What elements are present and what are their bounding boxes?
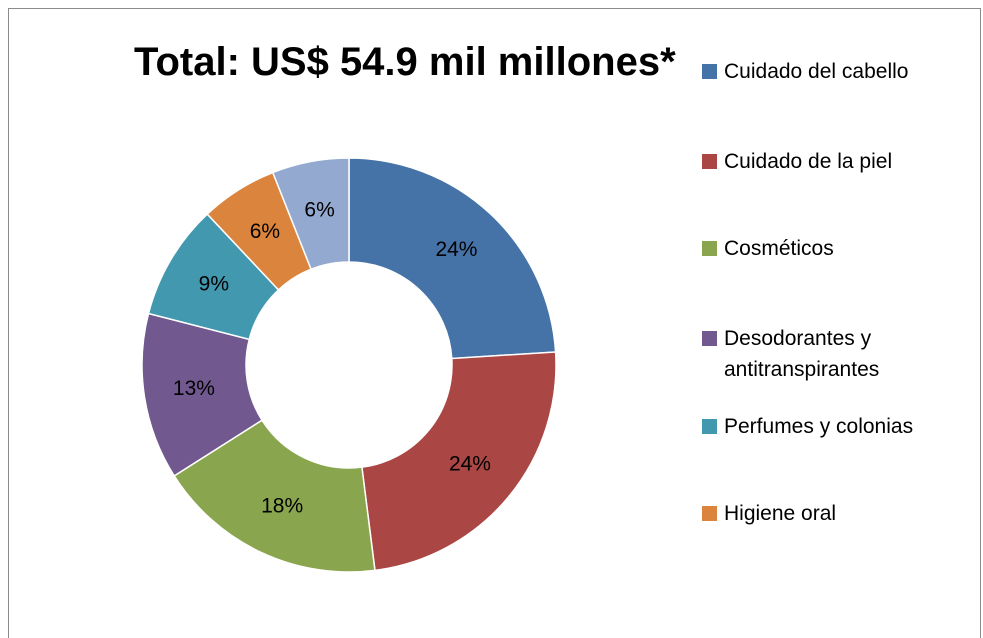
legend-swatch (702, 241, 717, 256)
slice-label-4: 13% (173, 377, 215, 400)
legend-swatch (702, 506, 717, 521)
slice-3 (173, 419, 376, 573)
slice-label-2: 24% (449, 453, 491, 476)
slice-label-1: 24% (435, 238, 477, 261)
legend-label: Cuidado de la piel (724, 150, 893, 173)
legend-item-2: Cuidado de la piel (702, 146, 964, 177)
legend-label: Higiene oral (724, 502, 837, 525)
legend-label: Perfumes y colonias (724, 415, 914, 438)
legend-label: Desodorantes y antitranspirantes (724, 327, 880, 381)
legend-swatch (702, 64, 717, 79)
legend-item-5: Perfumes y colonias (702, 411, 964, 442)
legend-item-3: Cosméticos (702, 233, 964, 264)
slice-2 (361, 351, 557, 572)
slice-7 (271, 157, 350, 271)
slice-label-3: 18% (261, 495, 303, 518)
slice-label-7: 6% (304, 198, 334, 221)
legend-label: Cosméticos (724, 237, 834, 260)
chart-title: Total: US$ 54.9 mil millones* (134, 40, 676, 84)
slice-1 (348, 157, 557, 360)
chart-frame (8, 8, 981, 638)
slice-label-5: 9% (199, 273, 229, 296)
legend-swatch (702, 154, 717, 169)
legend-item-6: Higiene oral (702, 498, 964, 529)
legend-swatch (702, 331, 717, 346)
legend-item-4: Desodorantes y antitranspirantes (702, 323, 964, 385)
slice-4 (141, 312, 264, 477)
legend-item-1: Cuidado del cabello (702, 56, 964, 87)
slice-label-6: 6% (250, 220, 280, 243)
legend-label: Cuidado del cabello (724, 60, 909, 83)
legend-swatch (702, 419, 717, 434)
